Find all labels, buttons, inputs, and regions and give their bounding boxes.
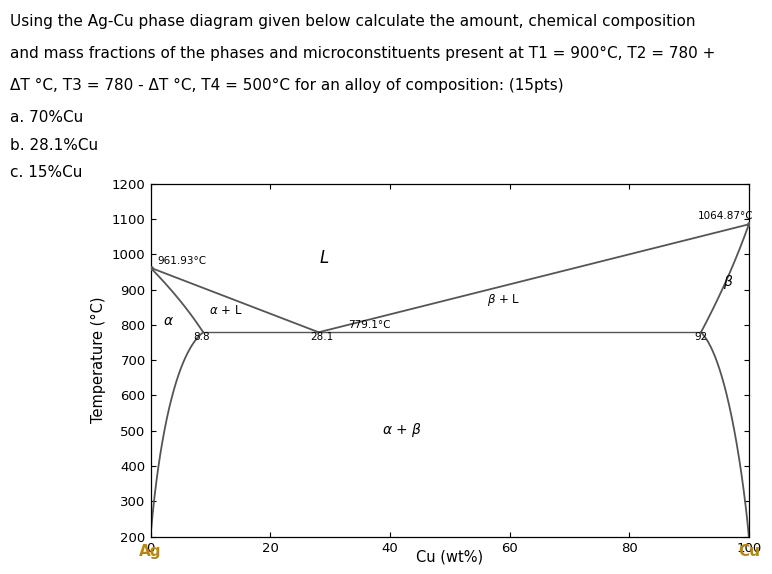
Text: a. 70%Cu: a. 70%Cu	[10, 110, 83, 125]
Text: ΔT °C, T3 = 780 - ΔT °C, T4 = 500°C for an alloy of composition: (15pts): ΔT °C, T3 = 780 - ΔT °C, T4 = 500°C for …	[10, 77, 564, 92]
Text: $\alpha$: $\alpha$	[163, 314, 174, 328]
Text: $\beta$ + L: $\beta$ + L	[487, 292, 520, 308]
Text: 1064.87°C: 1064.87°C	[698, 211, 753, 222]
Text: 8.8: 8.8	[194, 332, 210, 342]
Text: Using the Ag-Cu phase diagram given below calculate the amount, chemical composi: Using the Ag-Cu phase diagram given belo…	[10, 14, 696, 29]
Text: $\alpha$ + $\beta$: $\alpha$ + $\beta$	[382, 421, 422, 439]
Text: 779.1°C: 779.1°C	[348, 320, 391, 331]
Text: Cu (wt%): Cu (wt%)	[416, 550, 483, 565]
Text: 28.1: 28.1	[310, 332, 334, 342]
Text: L: L	[320, 249, 329, 267]
Text: 92: 92	[694, 332, 708, 342]
Text: c. 15%Cu: c. 15%Cu	[10, 165, 83, 180]
Y-axis label: Temperature (°C): Temperature (°C)	[91, 297, 107, 424]
Text: $\alpha$ + L: $\alpha$ + L	[208, 304, 242, 317]
Text: $\beta$: $\beta$	[723, 273, 733, 291]
Text: 961.93°C: 961.93°C	[157, 256, 207, 266]
Text: b. 28.1%Cu: b. 28.1%Cu	[10, 138, 98, 153]
Text: Cu: Cu	[738, 545, 760, 560]
Text: Ag: Ag	[139, 545, 162, 560]
Text: and mass fractions of the phases and microconstituents present at T1 = 900°C, T2: and mass fractions of the phases and mic…	[10, 46, 716, 61]
